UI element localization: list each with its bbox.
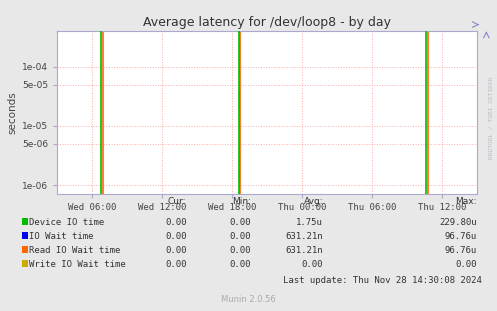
Text: RRDTOOL / TOBI OETIKER: RRDTOOL / TOBI OETIKER [489, 77, 494, 160]
Text: 0.00: 0.00 [165, 260, 186, 269]
Text: 0.00: 0.00 [165, 218, 186, 227]
Text: 0.00: 0.00 [230, 218, 251, 227]
Text: 631.21n: 631.21n [285, 232, 323, 241]
Text: 0.00: 0.00 [230, 246, 251, 255]
Text: 631.21n: 631.21n [285, 246, 323, 255]
Text: 0.00: 0.00 [456, 260, 477, 269]
Text: Write IO Wait time: Write IO Wait time [29, 260, 126, 269]
Text: 0.00: 0.00 [165, 232, 186, 241]
Y-axis label: seconds: seconds [8, 91, 18, 134]
Text: 96.76u: 96.76u [445, 246, 477, 255]
Text: 96.76u: 96.76u [445, 232, 477, 241]
Text: 0.00: 0.00 [230, 260, 251, 269]
Text: 1.75u: 1.75u [296, 218, 323, 227]
Text: 229.80u: 229.80u [439, 218, 477, 227]
Title: Average latency for /dev/loop8 - by day: Average latency for /dev/loop8 - by day [143, 16, 391, 29]
Text: Device IO time: Device IO time [29, 218, 104, 227]
Text: 0.00: 0.00 [230, 232, 251, 241]
Text: Min:: Min: [232, 197, 251, 206]
Text: IO Wait time: IO Wait time [29, 232, 93, 241]
Text: Read IO Wait time: Read IO Wait time [29, 246, 120, 255]
Text: 0.00: 0.00 [165, 246, 186, 255]
Text: Avg:: Avg: [304, 197, 323, 206]
Text: Cur:: Cur: [168, 197, 186, 206]
Text: 0.00: 0.00 [302, 260, 323, 269]
Text: Last update: Thu Nov 28 14:30:08 2024: Last update: Thu Nov 28 14:30:08 2024 [283, 276, 482, 285]
Text: Max:: Max: [456, 197, 477, 206]
Text: Munin 2.0.56: Munin 2.0.56 [221, 295, 276, 304]
